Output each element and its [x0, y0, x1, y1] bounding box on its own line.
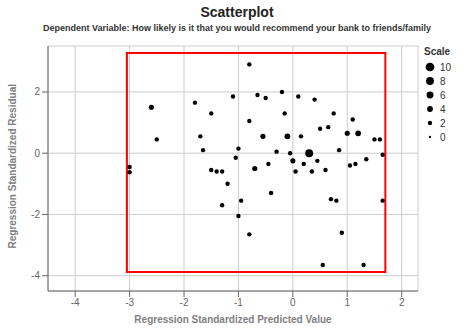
- html-text:8: 8: [440, 75, 446, 87]
- svg-text:-2: -2: [31, 209, 40, 220]
- svg-text:-1: -1: [234, 297, 243, 308]
- html-text:10: 10: [440, 61, 452, 73]
- html-text:0: 0: [440, 131, 446, 143]
- svg-text:-4: -4: [71, 297, 80, 308]
- html-text:Dependent Variable: How likely: Dependent Variable: How likely is it tha…: [43, 23, 431, 33]
- html-text:4: 4: [440, 103, 446, 115]
- html-text:6: 6: [440, 89, 446, 101]
- svg-text:Regression Standardized Predic: Regression Standardized Predicted Value: [134, 314, 332, 325]
- svg-text:0: 0: [34, 148, 40, 159]
- svg-text:2: 2: [399, 297, 405, 308]
- svg-text:0: 0: [290, 297, 296, 308]
- svg-text:-2: -2: [180, 297, 189, 308]
- svg-text:-3: -3: [125, 297, 134, 308]
- svg-text:-4: -4: [31, 270, 40, 281]
- html-text:Scatterplot: Scatterplot: [200, 4, 274, 20]
- html-text:Scale: Scale: [424, 46, 451, 57]
- svg-text:Regression Standardized Residu: Regression Standardized Residual: [8, 84, 18, 249]
- svg-text:1: 1: [344, 297, 350, 308]
- html-text:2: 2: [440, 117, 446, 129]
- svg-text:2: 2: [34, 86, 40, 97]
